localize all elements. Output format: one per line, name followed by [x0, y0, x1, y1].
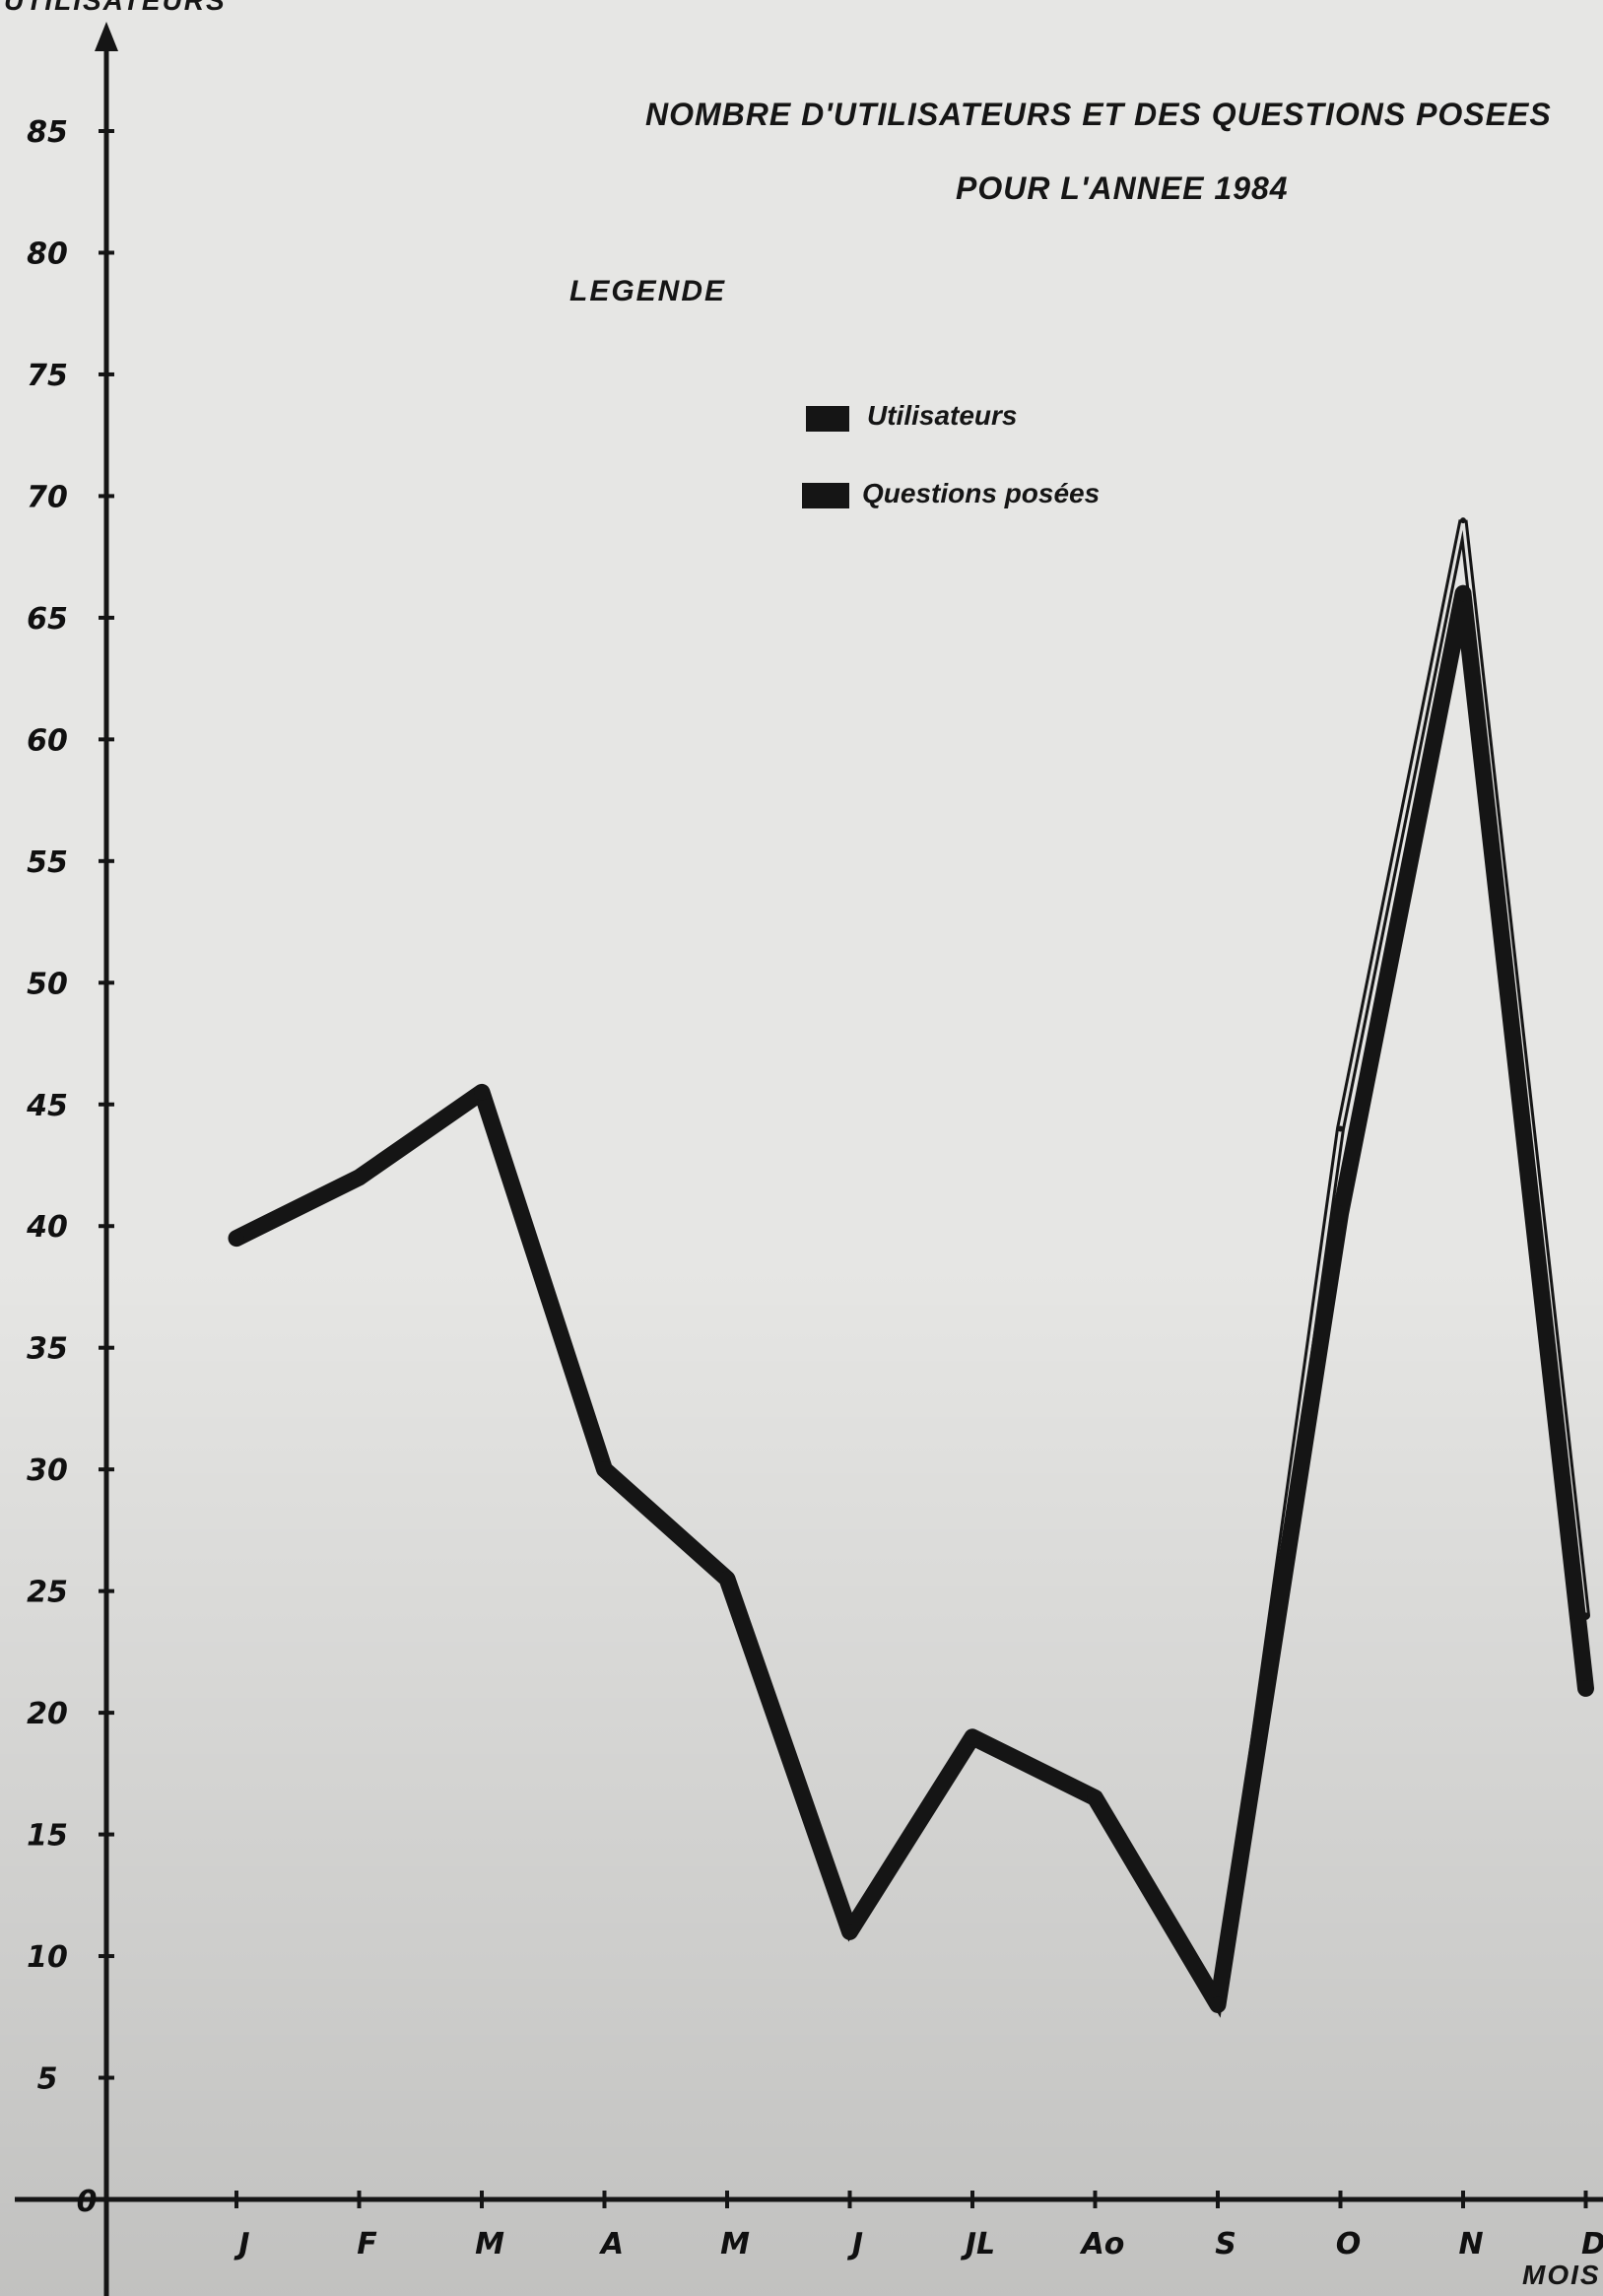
data-point-utilisateurs — [1460, 517, 1466, 524]
origin-label: 0 — [77, 2185, 98, 2219]
y-tick-label: 60 — [27, 723, 68, 758]
data-point-questions — [965, 1728, 980, 1745]
data-point-questions — [351, 1169, 367, 1185]
data-point-utilisateurs — [1337, 1125, 1344, 1132]
y-tick-label: 40 — [26, 1210, 68, 1245]
data-point-questions — [229, 1230, 244, 1247]
x-tick-label: N — [1458, 2227, 1483, 2262]
data-point-questions — [1210, 1996, 1226, 2013]
y-axis-arrow — [95, 22, 118, 51]
data-point-questions — [474, 1084, 490, 1101]
y-axis-title: UTILISATEURS — [4, 0, 227, 16]
x-tick-label: D — [1581, 2227, 1603, 2262]
y-tick-label: 35 — [27, 1332, 68, 1367]
legend-swatch-utilisateurs — [806, 406, 849, 432]
y-tick-label: 85 — [27, 115, 68, 150]
y-tick-label: 5 — [37, 2062, 58, 2097]
y-tick-label: 20 — [27, 1697, 68, 1731]
data-point-questions — [1577, 1680, 1594, 1697]
x-tick-label: O — [1336, 2227, 1362, 2262]
x-tick-label: J — [234, 2227, 249, 2262]
x-tick-label: JL — [961, 2227, 995, 2262]
legend-title: LEGENDE — [569, 275, 726, 307]
y-tick-label: 80 — [27, 236, 68, 271]
legend-label-utilisateurs: Utilisateurs — [867, 400, 1018, 431]
data-point-questions — [1332, 1205, 1349, 1222]
legend: LEGENDE Utilisateurs Questions posées — [569, 275, 1100, 508]
chart-title: NOMBRE D'UTILISATEURS ET DES QUESTIONS P… — [645, 97, 1552, 132]
x-axis-title: MOIS — [1522, 2260, 1601, 2290]
y-tick-label: 55 — [27, 845, 68, 880]
legend-label-questions: Questions posées — [862, 478, 1100, 508]
x-tick-label: M — [720, 2227, 750, 2262]
y-axis-ticks: 5 10 15 20 25 30 35 40 45 50 55 60 65 70 75 80 85 — [26, 115, 114, 2097]
series-layer — [228, 517, 1594, 2018]
y-tick-label: 25 — [27, 1576, 68, 1610]
y-tick-label: 75 — [27, 359, 68, 393]
x-tick-label: F — [357, 2227, 377, 2262]
y-tick-label: 50 — [27, 967, 68, 1001]
series-line-questions — [228, 584, 1594, 2013]
y-tick-label: 15 — [27, 1819, 68, 1854]
legend-swatch-questions — [802, 483, 849, 508]
chart-subtitle: POUR L'ANNEE 1984 — [956, 170, 1289, 206]
x-tick-label: Ao — [1080, 2227, 1125, 2262]
data-point-questions — [1087, 1790, 1103, 1806]
y-tick-label: 45 — [26, 1089, 68, 1123]
data-point-questions — [1455, 585, 1471, 602]
y-tick-label: 10 — [27, 1940, 68, 1975]
x-tick-label: A — [599, 2227, 624, 2262]
x-tick-label: M — [475, 2227, 504, 2262]
y-tick-label: 30 — [27, 1453, 68, 1488]
y-tick-label: 70 — [27, 480, 68, 514]
x-tick-label: S — [1215, 2227, 1236, 2262]
x-axis-ticks: J F M A M J JL Ao S O N D — [234, 2191, 1603, 2262]
data-point-questions — [719, 1571, 735, 1587]
y-tick-label: 65 — [27, 602, 68, 637]
data-point-questions — [596, 1461, 613, 1478]
x-tick-label: J — [847, 2227, 863, 2262]
data-point-questions — [841, 1924, 858, 1940]
